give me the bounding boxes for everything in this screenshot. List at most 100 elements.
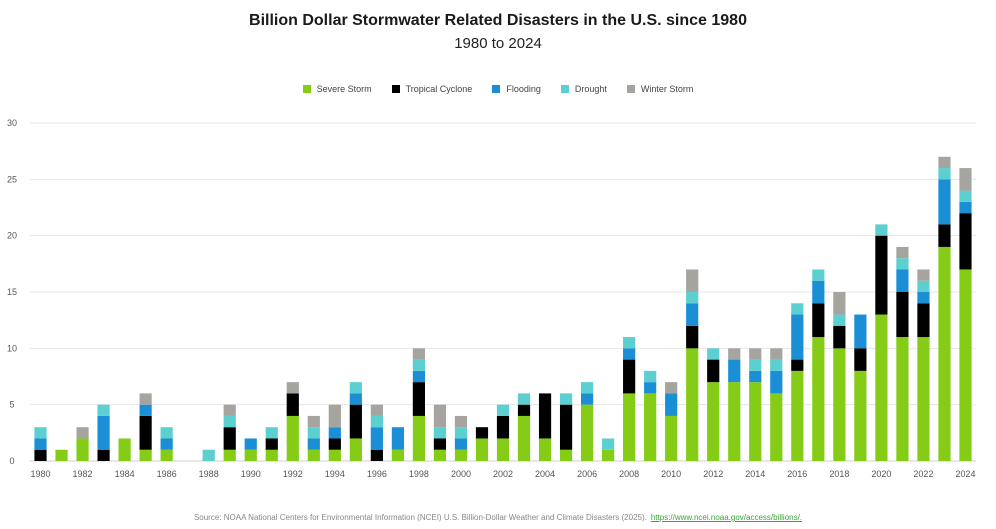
bar-flooding-1983[interactable] xyxy=(97,415,110,450)
bar-winter-storm-1992[interactable] xyxy=(286,382,299,394)
bar-tropical-cyclone-2004[interactable] xyxy=(538,393,552,439)
bar-flooding-2021[interactable] xyxy=(896,269,909,292)
bar-winter-storm-2010[interactable] xyxy=(665,382,678,394)
bar-flooding-2014[interactable] xyxy=(749,370,762,383)
bar-severe-storm-2003[interactable] xyxy=(517,415,531,461)
bar-tropical-cyclone-2021[interactable] xyxy=(896,292,909,338)
bar-winter-storm-1994[interactable] xyxy=(328,404,341,428)
bar-flooding-2022[interactable] xyxy=(917,292,930,304)
bar-winter-storm-1993[interactable] xyxy=(307,415,320,428)
bar-winter-storm-2015[interactable] xyxy=(770,348,783,360)
bar-severe-storm-2001[interactable] xyxy=(475,438,489,461)
bar-drought-1996[interactable] xyxy=(370,415,383,428)
bar-tropical-cyclone-1996[interactable] xyxy=(370,449,383,461)
bar-severe-storm-2022[interactable] xyxy=(917,337,930,461)
bar-winter-storm-2021[interactable] xyxy=(896,246,909,259)
bar-tropical-cyclone-1985[interactable] xyxy=(139,415,152,450)
bar-flooding-2023[interactable] xyxy=(938,179,951,225)
bar-severe-storm-2007[interactable] xyxy=(602,449,615,461)
bar-severe-storm-1999[interactable] xyxy=(433,449,447,461)
bar-drought-2024[interactable] xyxy=(959,190,972,202)
bar-flooding-2009[interactable] xyxy=(644,382,657,394)
bar-flooding-1990[interactable] xyxy=(244,438,257,450)
bar-severe-storm-1984[interactable] xyxy=(118,438,131,461)
bar-drought-2017[interactable] xyxy=(812,269,825,281)
bar-flooding-1998[interactable] xyxy=(412,370,426,383)
legend-item-flooding[interactable]: Flooding xyxy=(492,84,541,94)
bar-drought-2023[interactable] xyxy=(938,168,951,180)
bar-severe-storm-1985[interactable] xyxy=(139,449,152,461)
bar-drought-2020[interactable] xyxy=(875,224,888,236)
source-link[interactable]: https://www.ncei.noaa.gov/access/billion… xyxy=(650,513,803,522)
bar-tropical-cyclone-1999[interactable] xyxy=(433,438,447,450)
bar-tropical-cyclone-1991[interactable] xyxy=(265,438,278,450)
bar-drought-1993[interactable] xyxy=(307,427,320,439)
bar-tropical-cyclone-2016[interactable] xyxy=(791,359,804,371)
bar-drought-2015[interactable] xyxy=(770,359,783,371)
bar-drought-1980[interactable] xyxy=(34,427,47,439)
bar-severe-storm-1995[interactable] xyxy=(349,438,362,461)
bar-tropical-cyclone-1989[interactable] xyxy=(223,427,236,450)
bar-tropical-cyclone-2001[interactable] xyxy=(475,427,489,439)
bar-drought-1988[interactable] xyxy=(202,449,215,461)
bar-drought-1983[interactable] xyxy=(97,404,110,416)
bar-drought-1989[interactable] xyxy=(223,415,236,428)
bar-tropical-cyclone-1983[interactable] xyxy=(97,449,110,461)
bar-flooding-1986[interactable] xyxy=(160,438,173,450)
bar-severe-storm-2017[interactable] xyxy=(812,337,825,461)
bar-severe-storm-1997[interactable] xyxy=(391,449,404,461)
bar-flooding-2017[interactable] xyxy=(812,280,825,304)
bar-drought-2002[interactable] xyxy=(496,404,510,416)
bar-severe-storm-2023[interactable] xyxy=(938,246,951,461)
bar-severe-storm-2019[interactable] xyxy=(854,370,867,461)
bar-flooding-1980[interactable] xyxy=(34,438,47,450)
legend-item-tropical-cyclone[interactable]: Tropical Cyclone xyxy=(391,84,472,94)
bar-tropical-cyclone-1994[interactable] xyxy=(328,438,341,450)
bar-drought-2005[interactable] xyxy=(559,393,573,405)
bar-drought-2018[interactable] xyxy=(833,314,846,326)
bar-winter-storm-2011[interactable] xyxy=(686,269,699,292)
bar-drought-1999[interactable] xyxy=(433,427,447,439)
legend-item-winter-storm[interactable]: Winter Storm xyxy=(626,84,693,94)
bar-flooding-2008[interactable] xyxy=(623,348,636,360)
bar-tropical-cyclone-2020[interactable] xyxy=(875,235,888,315)
bar-severe-storm-1981[interactable] xyxy=(55,449,68,461)
bar-flooding-1985[interactable] xyxy=(139,404,152,416)
bar-flooding-2019[interactable] xyxy=(854,314,867,349)
bar-severe-storm-1989[interactable] xyxy=(223,449,236,461)
bar-tropical-cyclone-1980[interactable] xyxy=(34,449,47,461)
bar-severe-storm-2009[interactable] xyxy=(644,393,657,461)
bar-winter-storm-1996[interactable] xyxy=(370,404,383,416)
bar-flooding-2015[interactable] xyxy=(770,370,783,394)
bar-drought-2022[interactable] xyxy=(917,280,930,292)
bar-severe-storm-2008[interactable] xyxy=(623,393,636,461)
bar-winter-storm-1999[interactable] xyxy=(433,404,447,428)
bar-winter-storm-2018[interactable] xyxy=(833,292,846,315)
bar-flooding-2013[interactable] xyxy=(728,359,741,383)
bar-tropical-cyclone-1992[interactable] xyxy=(286,393,299,416)
bar-tropical-cyclone-2019[interactable] xyxy=(854,348,867,371)
bar-severe-storm-1992[interactable] xyxy=(286,415,299,461)
bar-tropical-cyclone-2011[interactable] xyxy=(686,325,699,349)
bar-winter-storm-2023[interactable] xyxy=(938,156,951,169)
bar-drought-2011[interactable] xyxy=(686,292,699,304)
bar-winter-storm-1998[interactable] xyxy=(412,348,426,360)
bar-severe-storm-2013[interactable] xyxy=(728,382,741,461)
bar-drought-1986[interactable] xyxy=(160,427,173,439)
bar-tropical-cyclone-2023[interactable] xyxy=(938,224,951,247)
bar-severe-storm-2020[interactable] xyxy=(875,314,888,461)
bar-tropical-cyclone-2022[interactable] xyxy=(917,303,930,338)
bar-severe-storm-1998[interactable] xyxy=(412,415,426,461)
bar-winter-storm-2014[interactable] xyxy=(749,348,762,360)
bar-severe-storm-1993[interactable] xyxy=(307,449,320,461)
bar-tropical-cyclone-2003[interactable] xyxy=(517,404,531,416)
bar-flooding-1993[interactable] xyxy=(307,438,320,450)
bar-flooding-2006[interactable] xyxy=(580,393,594,405)
bar-drought-2006[interactable] xyxy=(580,382,594,394)
bar-drought-1995[interactable] xyxy=(349,382,362,394)
bar-drought-2003[interactable] xyxy=(517,393,531,405)
bar-tropical-cyclone-2008[interactable] xyxy=(623,359,636,394)
bar-severe-storm-1986[interactable] xyxy=(160,449,173,461)
bar-flooding-1995[interactable] xyxy=(349,393,362,405)
bar-winter-storm-2013[interactable] xyxy=(728,348,741,360)
